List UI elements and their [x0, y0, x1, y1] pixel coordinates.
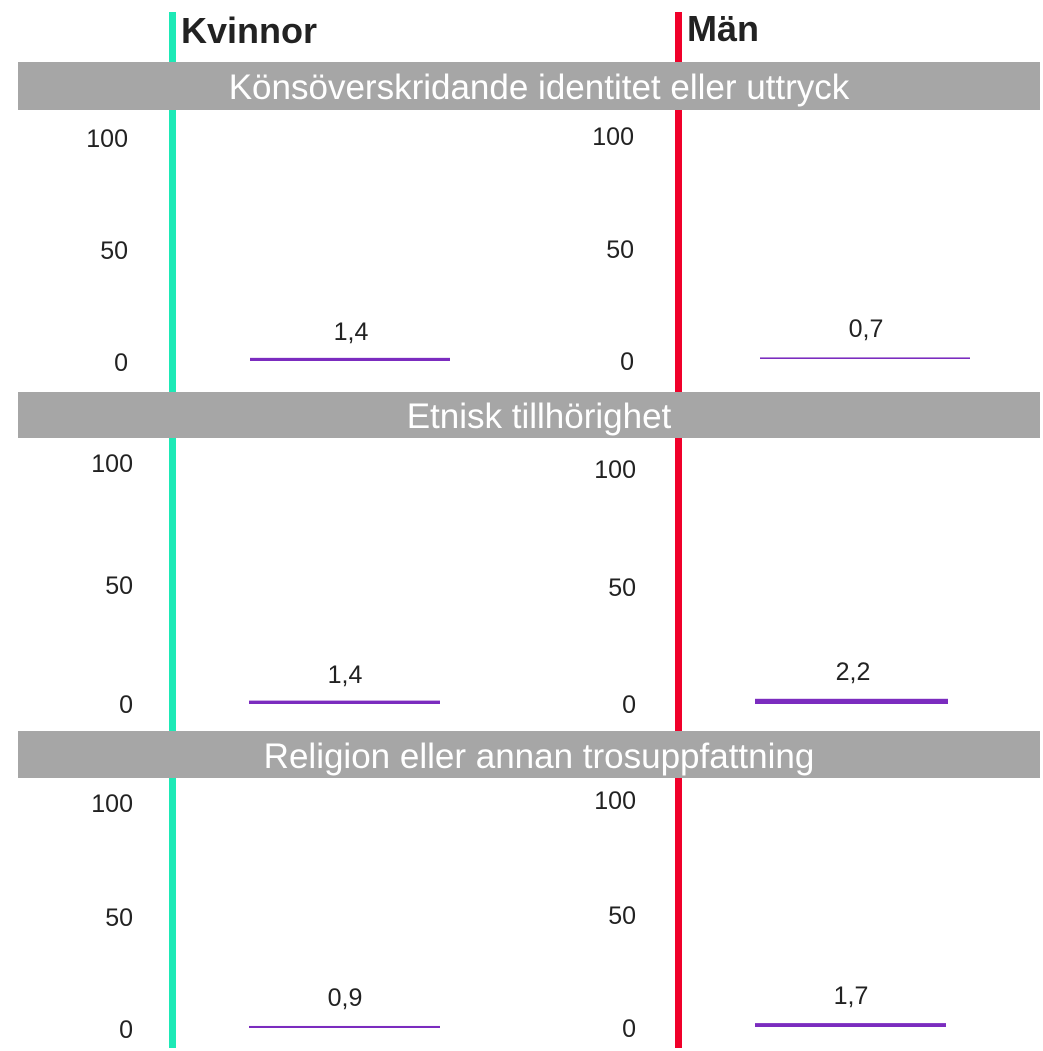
panel-title-band-2 [18, 392, 1040, 438]
panel-title-2: Etnisk tillhörighet [407, 397, 672, 436]
panel-title-3: Religion eller annan trosuppfattning [264, 737, 815, 776]
man-accent-line [675, 12, 682, 1048]
p2-right-ytick-100: 100 [594, 456, 636, 484]
p1-left-ytick-0: 0 [114, 349, 128, 377]
bar-p2-man [755, 698, 948, 704]
p2-left-ytick-50: 50 [105, 572, 133, 600]
p1-right-ytick-50: 50 [606, 236, 634, 264]
bar-p1-kvinnor [250, 357, 450, 361]
p2-left-ytick-0: 0 [119, 691, 133, 719]
p3-left-ytick-0: 0 [119, 1016, 133, 1044]
p1-left-ytick-100: 100 [86, 125, 128, 153]
p2-left-ytick-100: 100 [91, 450, 133, 478]
kvinnor-accent-line [169, 12, 176, 1048]
p3-right-ytick-50: 50 [608, 902, 636, 930]
p3-right-ytick-100: 100 [594, 787, 636, 815]
label-p1-man: 0,7 [849, 315, 884, 343]
panel-title-1: Könsöverskridande identitet eller uttryc… [229, 68, 850, 107]
p1-right-ytick-100: 100 [592, 123, 634, 151]
bar-p3-man [755, 1023, 946, 1027]
label-p2-man: 2,2 [836, 658, 871, 686]
bar-p3-kvinnor [249, 1025, 440, 1028]
label-p3-kvinnor: 0,9 [328, 984, 363, 1012]
p2-right-ytick-50: 50 [608, 574, 636, 602]
bar-p1-man [760, 357, 970, 359]
p3-left-ytick-100: 100 [91, 790, 133, 818]
panel-title-band-3 [18, 731, 1040, 778]
man-header: Män [687, 8, 759, 49]
bar-p2-kvinnor [249, 700, 440, 704]
p2-right-ytick-0: 0 [622, 691, 636, 719]
p3-right-ytick-0: 0 [622, 1015, 636, 1043]
label-p1-kvinnor: 1,4 [334, 318, 369, 346]
p3-left-ytick-50: 50 [105, 904, 133, 932]
kvinnor-header: Kvinnor [181, 10, 317, 51]
label-p3-man: 1,7 [834, 982, 869, 1010]
p1-left-ytick-50: 50 [100, 237, 128, 265]
label-p2-kvinnor: 1,4 [328, 661, 363, 689]
p1-right-ytick-0: 0 [620, 348, 634, 376]
panel-title-band-1 [18, 62, 1040, 110]
